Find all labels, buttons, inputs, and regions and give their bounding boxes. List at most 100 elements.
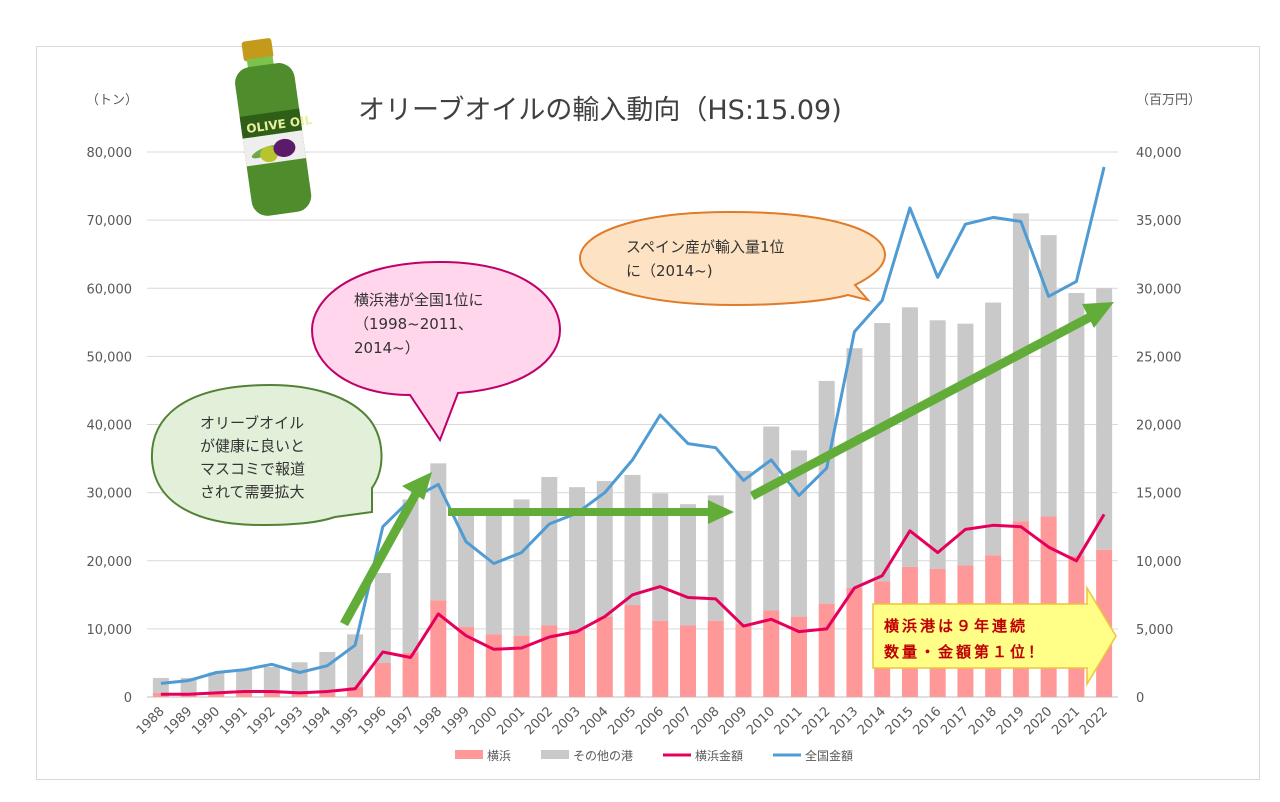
x-tick-label: 2003: [550, 704, 584, 738]
arrow-rise-1995-1998-icon: [340, 472, 432, 627]
x-tick-label: 1991: [217, 704, 251, 738]
bar-other-ports: [569, 487, 586, 630]
x-tick-label: 2016: [910, 704, 944, 738]
bar-other-ports: [1012, 213, 1029, 522]
bar-yokohama: [790, 616, 807, 697]
bar-yokohama: [624, 605, 641, 697]
x-tick-label: 1999: [439, 704, 473, 738]
right-tick-label: 5,000: [1136, 623, 1173, 638]
bar-yokohama: [818, 603, 835, 697]
bar-yokohama: [152, 692, 169, 697]
bar-other-ports: [152, 677, 169, 693]
x-tick-label: 2009: [716, 704, 750, 738]
x-tick-label: 2002: [522, 704, 556, 738]
banner-nine-years-first: 横浜港は９年連続数量・金額第１位！: [872, 585, 1117, 687]
x-axis: 1988198919901991199219931994199519961997…: [134, 704, 1111, 738]
x-tick-label: 1998: [411, 704, 445, 738]
bar-yokohama: [596, 616, 613, 697]
x-tick-label: 1990: [189, 704, 223, 738]
x-tick-label: 2014: [855, 704, 889, 738]
bar-yokohama: [208, 692, 225, 697]
bar-yokohama: [679, 625, 696, 697]
bar-other-ports: [402, 499, 419, 653]
bar-other-ports: [374, 573, 391, 663]
bar-other-ports: [874, 322, 891, 582]
bar-yokohama: [763, 610, 780, 697]
bar-yokohama: [374, 662, 391, 697]
bar-other-ports: [485, 511, 502, 635]
callout-yokohama-first: 横浜港が全国1位に（1998~2011、 2014~）: [310, 260, 562, 443]
bar-other-ports: [818, 380, 835, 604]
x-tick-label: 1992: [245, 704, 279, 738]
left-tick-label: 40,000: [87, 419, 133, 434]
right-tick-label: 30,000: [1136, 282, 1182, 297]
arrow-flat-1999-2009-icon: [448, 500, 734, 524]
x-tick-label: 2018: [966, 704, 1000, 738]
bar-other-ports: [929, 320, 946, 569]
x-tick-label: 2005: [605, 704, 639, 738]
line-national-value: [160, 166, 1106, 685]
bar-yokohama: [735, 624, 752, 697]
callout-health-trend: オリーブオイルが健康に良いとマスコミで報道されて需要拡大: [150, 383, 383, 527]
bar-other-ports: [208, 672, 225, 693]
x-tick-label: 2012: [800, 704, 834, 738]
bar-other-ports: [1096, 288, 1113, 550]
left-tick-label: 60,000: [87, 282, 133, 297]
bar-yokohama: [236, 692, 253, 697]
callout-spain-first: スペイン産が輸入量1位に（2014~): [578, 210, 887, 307]
left-axis-unit: （トン）: [86, 93, 138, 108]
bar-yokohama: [430, 600, 447, 697]
x-tick-label: 2004: [578, 704, 612, 738]
left-tick-label: 50,000: [87, 350, 133, 365]
legend-swatch: [541, 750, 569, 759]
bar-other-ports: [319, 652, 336, 693]
bar-other-ports: [513, 499, 530, 636]
x-tick-label: 1994: [300, 704, 334, 738]
bar-other-ports: [236, 669, 253, 693]
trend-arrows: [340, 302, 1114, 627]
x-tick-label: 2019: [994, 704, 1028, 738]
bar-yokohama: [513, 635, 530, 697]
right-tick-label: 20,000: [1136, 419, 1182, 434]
x-tick-label: 2022: [1077, 704, 1111, 738]
right-axis-unit: （百万円）: [1136, 93, 1201, 108]
bar-other-ports: [541, 476, 558, 626]
left-tick-label: 70,000: [87, 214, 133, 229]
x-tick-label: 1993: [272, 704, 306, 738]
left-tick-label: 30,000: [87, 487, 133, 502]
banner-text: 横浜港は９年連続数量・金額第１位！: [884, 617, 1046, 661]
x-tick-label: 2008: [689, 704, 723, 738]
x-tick-label: 2013: [827, 704, 861, 738]
bar-yokohama: [458, 626, 475, 697]
left-tick-label: 10,000: [87, 623, 133, 638]
olive-oil-bottle-icon: OLIVE OIL: [235, 38, 313, 216]
bar-other-ports: [430, 463, 447, 601]
x-tick-label: 2015: [883, 704, 917, 738]
bar-yokohama: [347, 686, 364, 697]
right-tick-label: 10,000: [1136, 555, 1182, 570]
x-tick-label: 2006: [633, 704, 667, 738]
x-tick-label: 1989: [161, 704, 195, 738]
callout-yokohama-text: 横浜港が全国1位に（1998~2011、 2014~）: [354, 291, 484, 357]
arrow-rise-2009-2022-icon: [749, 302, 1114, 500]
bar-other-ports: [596, 481, 613, 617]
callout-spain-text: スペイン産が輸入量1位に（2014~): [626, 238, 785, 280]
right-tick-label: 0: [1136, 691, 1144, 706]
chart-title: オリーブオイルの輸入動向（HS:15.09): [358, 95, 842, 126]
y-axis-left: 0 10,000 20,000 30,000 40,000 50,000 60,000 70,…: [87, 146, 133, 706]
gridlines: [147, 151, 1118, 698]
right-tick-label: 35,000: [1136, 214, 1182, 229]
x-tick-label: 2021: [1049, 704, 1083, 738]
x-tick-label: 1996: [356, 704, 390, 738]
bar-yokohama: [707, 620, 724, 697]
y-axis-right: 0 5,000 10,000 15,000 20,000 25,000 30,000 35,0…: [1136, 146, 1182, 706]
right-tick-label: 40,000: [1136, 146, 1182, 161]
legend-swatch: [455, 750, 483, 759]
bar-other-ports: [707, 495, 724, 621]
bar-yokohama: [402, 652, 419, 697]
x-tick-label: 2000: [467, 704, 501, 738]
bar-yokohama: [569, 629, 586, 697]
line-yokohama-value: [160, 513, 1106, 696]
bar-yokohama: [846, 588, 863, 697]
